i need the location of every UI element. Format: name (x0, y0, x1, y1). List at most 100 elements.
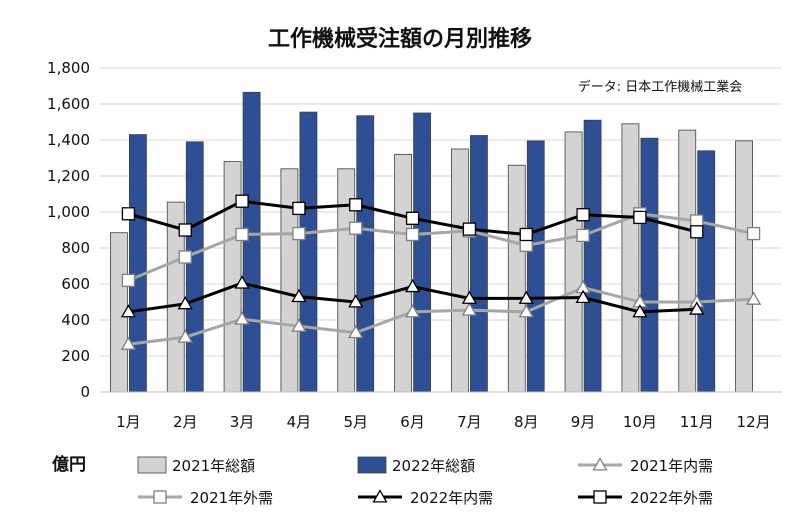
bar-2021年総額 (621, 123, 640, 393)
x-tick-label: 10月 (623, 413, 657, 431)
point-2022年内需 (461, 290, 478, 304)
legend-label: 2021年外需 (190, 489, 273, 507)
point-2022年内需 (348, 294, 364, 308)
point-2021年外需 (349, 221, 363, 235)
point-legend (372, 489, 388, 503)
point-2021年内需 (291, 318, 307, 332)
point-2022年内需 (177, 295, 193, 310)
point-2022年内需 (518, 290, 534, 304)
grid-lines (100, 67, 782, 393)
bar-2022年総額 (299, 111, 318, 393)
point-2021年内需 (234, 311, 250, 325)
x-tick-label: 7月 (457, 413, 482, 431)
x-tick-label: 2月 (173, 413, 198, 431)
legend: 2021年総額 2022年総額 2021年内需 2021年外需 2022年内需 2022年… (137, 456, 713, 507)
unit-label: 億円 (52, 454, 86, 475)
point-2022年外需 (462, 222, 477, 236)
line-2021年外需 (127, 212, 754, 282)
x-tick-label: 3月 (230, 413, 255, 431)
point-2022年内需 (632, 304, 648, 318)
point-2021年内需 (461, 302, 478, 316)
legend-item: 2021年内需 (578, 457, 713, 475)
x-tick-label: 1月 (116, 413, 141, 431)
bar-2021年総額 (735, 140, 753, 393)
point-2021年内需 (120, 336, 137, 350)
point-2022年外需 (235, 194, 249, 208)
bar-2021年総額 (451, 148, 469, 393)
point-2022年内需 (291, 288, 307, 303)
point-2022年内需 (404, 278, 421, 293)
chart-title: 工作機械受注額の月別推移 (268, 26, 532, 52)
bar-2022年総額 (470, 135, 488, 393)
point-2021年外需 (235, 227, 249, 242)
point-2022年内需 (234, 275, 250, 289)
legend-item: 2022年内需 (358, 489, 493, 507)
bar-2022年総額 (185, 141, 204, 393)
point-2022年内需 (689, 301, 705, 315)
legend-item: 2021年外需 (138, 489, 273, 507)
bar-2022年総額 (129, 134, 147, 393)
legend-swatch (357, 456, 387, 474)
point-2022年外需 (405, 211, 420, 225)
point-2022年外需 (178, 223, 192, 237)
x-tick-label: 6月 (400, 413, 425, 431)
legend-item: 2021年総額 (137, 456, 255, 475)
bar-2022年総額 (413, 112, 431, 393)
y-tick-label: 400 (61, 311, 90, 329)
point-2021年内需 (348, 324, 364, 339)
bar-2021年総額 (507, 164, 526, 393)
point-2022年外需 (121, 207, 136, 221)
point-2021年外需 (576, 228, 590, 243)
y-tick-label: 0 (80, 383, 90, 401)
point-2022年外需 (576, 208, 590, 222)
bar-2022年総額 (640, 137, 659, 393)
legend-label: 2022年外需 (630, 489, 713, 507)
point-2021年内需 (177, 329, 193, 343)
point-2021年外需 (178, 250, 192, 264)
point-2022年内需 (575, 289, 591, 304)
y-tick-label: 1,800 (47, 59, 90, 77)
bar-2022年総額 (583, 119, 602, 393)
bar-2022年総額 (697, 150, 716, 393)
point-2022年外需 (519, 227, 533, 242)
legend-label: 2021年内需 (630, 457, 713, 475)
point-2022年外需 (633, 210, 647, 225)
bar-2022年総額 (526, 140, 545, 393)
bar-2022年総額 (356, 115, 375, 393)
x-tick-label: 9月 (571, 413, 596, 431)
point-2021年外需 (746, 226, 761, 241)
point-2021年外需 (405, 227, 420, 242)
point-2022年外需 (690, 225, 704, 239)
point-2021年外需 (121, 273, 136, 288)
legend-label: 2022年内需 (410, 489, 493, 507)
source-note: データ: 日本工作機械工業会 (578, 79, 743, 95)
point-legend (593, 490, 607, 504)
y-tick-label: 800 (61, 239, 90, 257)
bar-2022年総額 (242, 91, 261, 393)
legend-item: 2022年総額 (357, 456, 475, 475)
x-tick-label: 8月 (514, 413, 539, 431)
point-2022年内需 (120, 304, 137, 318)
y-tick-label: 200 (61, 347, 90, 365)
axes: 0 200 400 600 800 1,000 1,200 1,400 1,600 1,800 1月… (47, 59, 782, 431)
point-2021年外需 (292, 226, 306, 241)
legend-label: 2022年総額 (392, 457, 475, 475)
point-2022年外需 (292, 201, 306, 216)
line-2021年内需 (128, 286, 754, 346)
point-2022年外需 (349, 198, 363, 212)
y-tick-label: 1,400 (47, 131, 90, 149)
lines-group (120, 194, 762, 350)
point-2021年内需 (518, 304, 534, 318)
y-tick-label: 1,600 (47, 95, 90, 113)
bar-2021年総額 (678, 129, 697, 393)
legend-item: 2022年外需 (578, 489, 713, 507)
bar-2021年総額 (394, 153, 412, 393)
y-tick-label: 1,200 (47, 167, 90, 185)
x-tick-label: 11月 (680, 413, 714, 431)
legend-swatch (137, 456, 167, 474)
bar-2021年総額 (564, 131, 583, 393)
point-2021年内需 (745, 291, 762, 305)
y-tick-label: 600 (61, 275, 90, 293)
